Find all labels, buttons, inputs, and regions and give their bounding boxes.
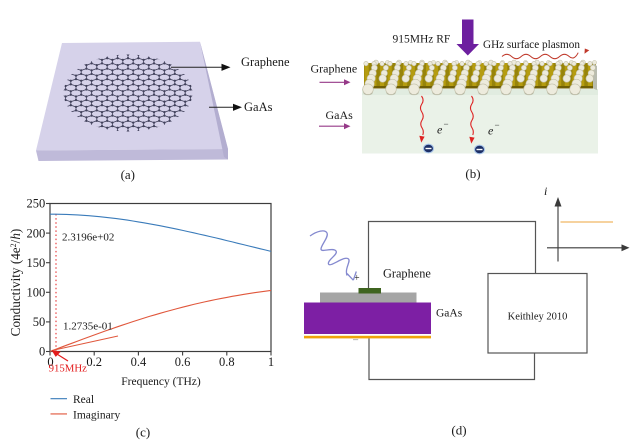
svg-text:Graphene: Graphene [311, 62, 358, 76]
svg-text:GHz surface plasmon: GHz surface plasmon [483, 39, 580, 51]
svg-text:(b): (b) [465, 166, 480, 181]
svg-text:GaAs: GaAs [326, 108, 354, 122]
svg-text:Real: Real [73, 394, 94, 406]
svg-text:Keithley 2010: Keithley 2010 [508, 312, 568, 323]
svg-text:Graphene: Graphene [241, 55, 290, 69]
svg-text:915MHz: 915MHz [49, 363, 88, 375]
svg-text:GaAs: GaAs [436, 308, 463, 320]
svg-text:0.2: 0.2 [86, 355, 102, 369]
svg-text:GaAs: GaAs [244, 100, 273, 114]
svg-text:0.8: 0.8 [219, 355, 235, 369]
svg-text:0: 0 [39, 345, 45, 359]
svg-text:Conductivity (4e2/h): Conductivity (4e2/h) [8, 229, 23, 337]
svg-text:250: 250 [27, 197, 46, 211]
svg-text:150: 150 [27, 256, 46, 270]
svg-text:Graphene: Graphene [383, 267, 431, 281]
svg-text:100: 100 [27, 286, 46, 300]
svg-text:(a): (a) [121, 167, 135, 182]
svg-text:0: 0 [47, 355, 53, 369]
svg-text:e: e [437, 123, 443, 137]
svg-text:i: i [544, 184, 547, 198]
svg-text:(d): (d) [451, 423, 466, 438]
svg-text:e: e [488, 124, 494, 138]
svg-text:1.2735e-01: 1.2735e-01 [63, 321, 113, 333]
svg-text:0.6: 0.6 [175, 355, 191, 369]
svg-text:Imaginary: Imaginary [73, 410, 121, 422]
svg-text:−: − [444, 119, 449, 129]
svg-text:915MHz RF: 915MHz RF [393, 33, 451, 45]
svg-text:+: + [354, 273, 360, 284]
svg-text:−: − [495, 120, 500, 130]
svg-text:(c): (c) [136, 425, 150, 440]
svg-text:−: − [353, 335, 359, 347]
svg-text:0.4: 0.4 [131, 355, 147, 369]
svg-text:2.3196e+02: 2.3196e+02 [62, 232, 114, 244]
svg-text:50: 50 [33, 315, 46, 329]
svg-text:1: 1 [268, 355, 274, 369]
svg-text:Frequency (THz): Frequency (THz) [121, 376, 201, 388]
svg-text:200: 200 [27, 226, 46, 240]
